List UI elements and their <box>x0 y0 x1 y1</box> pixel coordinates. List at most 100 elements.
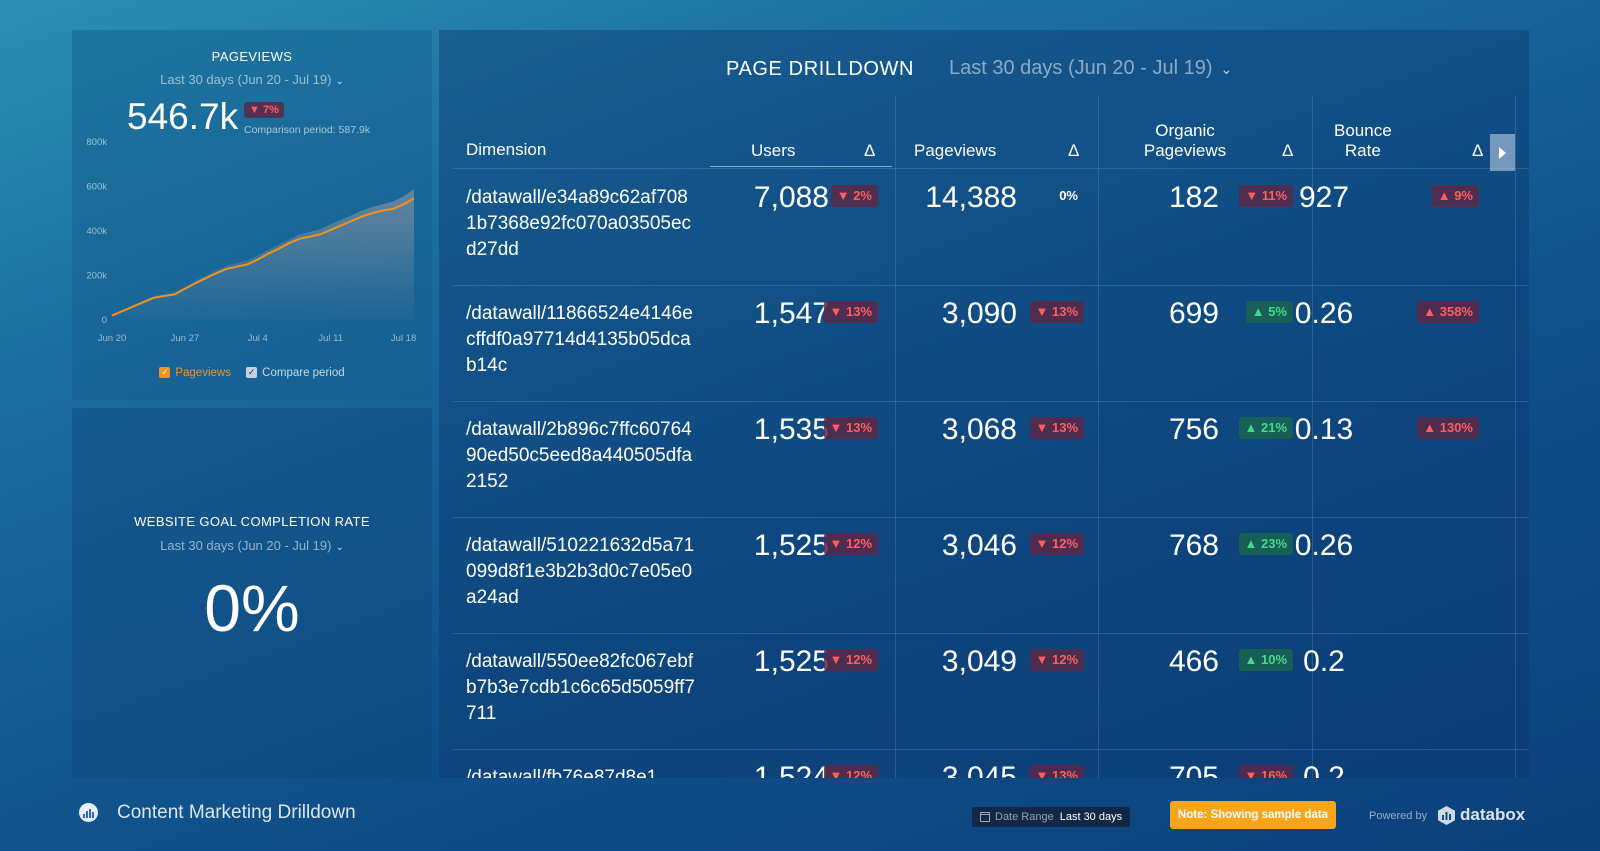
x-tick-label: Jul 11 <box>318 333 343 344</box>
row-organic: 699 <box>1168 297 1219 330</box>
databox-logo-icon <box>1438 805 1455 825</box>
header-pageviews[interactable]: Pageviews <box>914 141 997 160</box>
row-dimension[interactable]: /datawall/510221632d5a71099d8f1e3b2b3d0c… <box>466 535 695 608</box>
row-pageviews-delta: 0% <box>1059 188 1078 203</box>
calendar-icon <box>980 812 990 822</box>
y-tick-label: 600k <box>86 182 107 193</box>
checkbox-checked-icon: ✓ <box>159 367 171 378</box>
row-pageviews: 3,045 <box>941 761 1017 778</box>
row-organic-delta: ▲ 10% <box>1238 649 1293 671</box>
column-divider <box>895 96 896 778</box>
header-users[interactable]: Users <box>751 141 796 160</box>
drilldown-title: PAGE DRILLDOWN <box>726 58 915 80</box>
pageviews-legend: ✓ Pageviews ✓ Compare period <box>72 366 432 379</box>
row-users-delta: ▼ 12% <box>823 533 878 555</box>
row-bounce-delta: ▲ 9% <box>1431 185 1479 207</box>
sample-data-note: Note: Showing sample data <box>1170 801 1336 829</box>
row-bounce-delta: ▲ 358% <box>1417 301 1479 323</box>
row-divider <box>453 285 1529 286</box>
pageviews-title: PAGEVIEWS <box>211 49 293 64</box>
row-bounce: 0.26 <box>1294 297 1354 330</box>
dashboard-title: Content Marketing Drilldown <box>117 802 356 823</box>
header-pageviews-delta[interactable]: Δ <box>1068 141 1080 160</box>
row-users-delta: ▼ 2% <box>830 185 878 207</box>
table-row[interactable]: /datawall/550ee82fc067ebfb7b3e7cdb1c6c65… <box>439 633 1529 749</box>
pageviews-comparison: Comparison period: 587.9k <box>244 124 371 136</box>
row-pageviews-delta: ▼ 13% <box>1029 765 1084 778</box>
compare-period-area <box>112 189 414 320</box>
row-divider <box>453 168 1529 169</box>
y-tick-label: 200k <box>86 271 107 282</box>
header-organic-pageviews[interactable]: Organic Pageviews <box>1143 121 1227 160</box>
y-tick-label: 400k <box>86 226 107 237</box>
row-pageviews-delta: ▼ 12% <box>1029 533 1084 555</box>
row-bounce: 0.2 <box>1303 761 1345 778</box>
row-users: 7,088 <box>753 181 829 214</box>
row-organic-delta: ▼ 16% <box>1238 765 1293 778</box>
header-bounce-delta[interactable]: Δ <box>1472 141 1484 160</box>
row-users-delta: ▼ 12% <box>823 765 878 778</box>
row-dimension[interactable]: /datawall/fb76e87d8e1 <box>466 767 658 778</box>
column-divider <box>1515 96 1516 778</box>
scroll-right-button[interactable] <box>1490 134 1515 171</box>
row-dimension[interactable]: /datawall/e34a89c62af7081b7368e92fc070a0… <box>466 187 692 260</box>
table-row[interactable]: /datawall/11866524e4146ecffdf0a97714d413… <box>439 285 1529 401</box>
row-divider <box>453 749 1529 750</box>
row-bounce-delta: ▲ 130% <box>1417 417 1479 439</box>
legend-pageviews-label: Pageviews <box>175 366 231 379</box>
column-divider <box>1098 96 1099 778</box>
header-organic-delta[interactable]: Δ <box>1282 141 1294 160</box>
table-row[interactable]: /datawall/510221632d5a71099d8f1e3b2b3d0c… <box>439 517 1529 633</box>
row-dimension[interactable]: /datawall/550ee82fc067ebfb7b3e7cdb1c6c65… <box>466 651 695 724</box>
row-organic: 768 <box>1168 529 1219 562</box>
row-pageviews-delta: ▼ 13% <box>1029 301 1084 323</box>
powered-by-label: Powered by <box>1369 810 1428 822</box>
row-dimension[interactable]: /datawall/11866524e4146ecffdf0a97714d413… <box>466 303 693 376</box>
row-users: 1,524 <box>753 761 829 778</box>
legend-compare-label: Compare period <box>262 366 345 379</box>
header-dimension[interactable]: Dimension <box>466 140 547 159</box>
dashboard-logo-icon <box>79 803 98 822</box>
x-tick-label: Jul 18 <box>391 333 416 344</box>
table-row[interactable]: /datawall/fb76e87d8e1 1,524 ▼ 12% 3,045 ▼ 13… <box>439 749 1529 778</box>
row-divider <box>453 633 1529 634</box>
table-row[interactable]: /datawall/e34a89c62af7081b7368e92fc070a0… <box>439 169 1529 285</box>
goal-title: WEBSITE GOAL COMPLETION RATE <box>134 514 370 529</box>
drilldown-range-dropdown[interactable]: Last 30 days (Jun 20 - Jul 19) ⌄ <box>949 57 1232 80</box>
row-users: 1,525 <box>753 645 829 678</box>
header-users-delta[interactable]: Δ <box>864 141 876 160</box>
databox-logo[interactable]: databox <box>1438 805 1525 825</box>
x-tick-label: Jul 4 <box>248 333 268 344</box>
row-organic-delta: ▼ 11% <box>1239 185 1293 207</box>
column-divider <box>1312 96 1313 778</box>
row-pageviews: 3,046 <box>941 529 1017 562</box>
row-divider <box>453 401 1529 402</box>
row-pageviews-delta: ▼ 13% <box>1029 417 1084 439</box>
row-dimension[interactable]: /datawall/2b896c7ffc6076490ed50c5eed8a44… <box>466 419 693 492</box>
legend-pageviews[interactable]: ✓ Pageviews <box>159 367 231 379</box>
date-range-selector[interactable]: Date Range Last 30 days <box>972 807 1131 827</box>
row-pageviews: 3,049 <box>941 645 1017 678</box>
row-pageviews: 14,388 <box>925 181 1017 214</box>
legend-compare[interactable]: ✓ Compare period <box>246 366 345 379</box>
date-range-value: Last 30 days <box>1059 811 1123 823</box>
row-bounce: 0.26 <box>1294 529 1354 562</box>
chevron-down-icon: ⌄ <box>335 76 344 87</box>
row-pageviews: 3,068 <box>941 413 1017 446</box>
pageviews-value: 546.7k <box>127 96 239 137</box>
x-tick-label: Jun 20 <box>98 333 127 344</box>
row-organic-delta: ▲ 5% <box>1245 301 1293 323</box>
pageviews-widget: PAGEVIEWS Last 30 days (Jun 20 - Jul 19)… <box>72 30 432 400</box>
goal-value: 0% <box>204 571 300 645</box>
header-bounce-rate[interactable]: Bounce Rate <box>1334 121 1392 160</box>
row-divider <box>453 517 1529 518</box>
x-tick-label: Jun 27 <box>171 333 200 344</box>
goal-range-label: Last 30 days (Jun 20 - Jul 19) <box>160 538 332 553</box>
pageviews-series-line <box>111 197 415 317</box>
arrow-right-icon <box>1499 146 1506 159</box>
pageviews-range-dropdown[interactable]: Last 30 days (Jun 20 - Jul 19) ⌄ <box>72 72 432 87</box>
pageviews-delta-badge: ▼ 7% <box>244 102 284 118</box>
table-row[interactable]: /datawall/2b896c7ffc6076490ed50c5eed8a44… <box>439 401 1529 517</box>
goal-range-dropdown[interactable]: Last 30 days (Jun 20 - Jul 19) ⌄ <box>72 538 432 553</box>
date-range-label: Date Range <box>995 811 1054 823</box>
